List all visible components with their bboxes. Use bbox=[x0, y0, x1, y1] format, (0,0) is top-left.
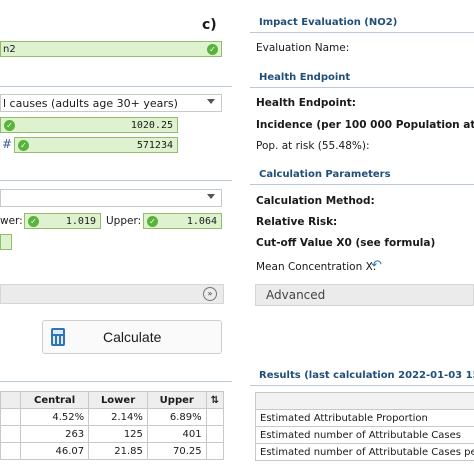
cause-select[interactable]: l causes (adults age 30+ years) bbox=[0, 94, 222, 112]
undo-icon[interactable]: ↶ bbox=[371, 258, 382, 273]
lower-rr-value: 1.019 bbox=[65, 215, 96, 227]
incidence-value: 1020.25 bbox=[130, 119, 173, 131]
cutoff-field[interactable] bbox=[0, 234, 12, 250]
column-picker-icon[interactable]: ⇅ bbox=[205, 391, 225, 409]
results-header: Results (last calculation 2022-01-03 15:… bbox=[259, 370, 474, 381]
table-row: Estimated Attributable Proportion bbox=[254, 409, 474, 427]
section-divider bbox=[0, 86, 232, 87]
population-value: 571234 bbox=[136, 139, 173, 151]
valid-check-icon: ✓ bbox=[4, 119, 15, 131]
chevron-down-icon bbox=[207, 99, 215, 104]
population-field[interactable]: ✓ 571234 bbox=[14, 137, 178, 153]
table-row: Estimated number of Attributable Cases p… bbox=[254, 443, 474, 461]
valid-check-icon: ✓ bbox=[28, 215, 39, 227]
table-row: 46.07 21.85 70.25 bbox=[0, 442, 225, 460]
advanced-section-bar[interactable]: Advanced bbox=[255, 284, 474, 306]
col-lower: Lower bbox=[88, 391, 148, 409]
panel-label: c) bbox=[202, 17, 217, 33]
table-row: 4.52% 2.14% 6.89% bbox=[0, 408, 225, 426]
relative-risk-label: Relative Risk: bbox=[256, 216, 338, 228]
col-central: Central bbox=[19, 391, 90, 409]
method-select[interactable] bbox=[0, 189, 222, 207]
calculate-label: Calculate bbox=[103, 329, 162, 345]
calculation-parameters-header: Calculation Parameters bbox=[259, 169, 391, 180]
valid-check-icon: ✓ bbox=[147, 215, 158, 227]
pop-at-risk-label: Pop. at risk (55.48%): bbox=[256, 140, 370, 152]
health-endpoint-label: Health Endpoint: bbox=[256, 97, 356, 109]
upper-rr-value: 1.064 bbox=[186, 215, 217, 227]
cutoff-value-label: Cut-off Value X0 (see formula) bbox=[256, 237, 436, 249]
calculate-button[interactable]: Calculate bbox=[42, 320, 222, 354]
calculation-method-label: Calculation Method: bbox=[256, 195, 375, 207]
results-table-left: Central Lower Upper ⇅ 4.52% 2.14% 6.89% … bbox=[0, 391, 225, 460]
col-upper: Upper bbox=[146, 391, 207, 409]
incidence-label: Incidence (per 100 000 Population at ris… bbox=[256, 119, 474, 131]
calculator-icon bbox=[51, 328, 65, 346]
section-divider bbox=[250, 385, 474, 386]
name-field[interactable]: n2 ✓ bbox=[0, 41, 222, 57]
table-header-row: Central Lower Upper ⇅ bbox=[0, 391, 225, 409]
valid-check-icon: ✓ bbox=[207, 43, 218, 55]
impact-evaluation-header: Impact Evaluation (NO2) bbox=[259, 17, 398, 28]
chevron-down-icon bbox=[207, 194, 215, 199]
section-divider bbox=[250, 87, 474, 88]
section-divider bbox=[0, 180, 232, 181]
section-divider bbox=[250, 32, 474, 33]
evaluation-name-label: Evaluation Name: bbox=[256, 42, 350, 54]
upper-label: Upper: bbox=[106, 215, 142, 227]
valid-check-icon: ✓ bbox=[18, 139, 29, 151]
lower-label: wer: bbox=[0, 215, 23, 227]
health-endpoint-header: Health Endpoint bbox=[259, 72, 351, 83]
table-row: 263 125 401 bbox=[0, 425, 225, 443]
hash-icon: # bbox=[2, 137, 13, 151]
mean-concentration-label: Mean Concentration X: bbox=[256, 261, 377, 273]
section-divider bbox=[0, 381, 232, 382]
section-divider bbox=[250, 184, 474, 185]
cause-select-value: l causes (adults age 30+ years) bbox=[3, 96, 178, 110]
lower-rr-field[interactable]: ✓ 1.019 bbox=[24, 213, 101, 229]
table-header-row bbox=[254, 392, 474, 410]
upper-rr-field[interactable]: ✓ 1.064 bbox=[143, 213, 222, 229]
advanced-collapse-bar[interactable]: » bbox=[0, 284, 224, 304]
table-row: Estimated number of Attributable Cases bbox=[254, 426, 474, 444]
name-value: n2 bbox=[3, 43, 16, 55]
results-table-right: Estimated Attributable Proportion Estima… bbox=[254, 392, 474, 461]
advanced-label: Advanced bbox=[266, 288, 326, 302]
incidence-field[interactable]: ✓ 1020.25 bbox=[0, 117, 178, 133]
double-chevron-down-icon[interactable]: » bbox=[203, 287, 217, 301]
